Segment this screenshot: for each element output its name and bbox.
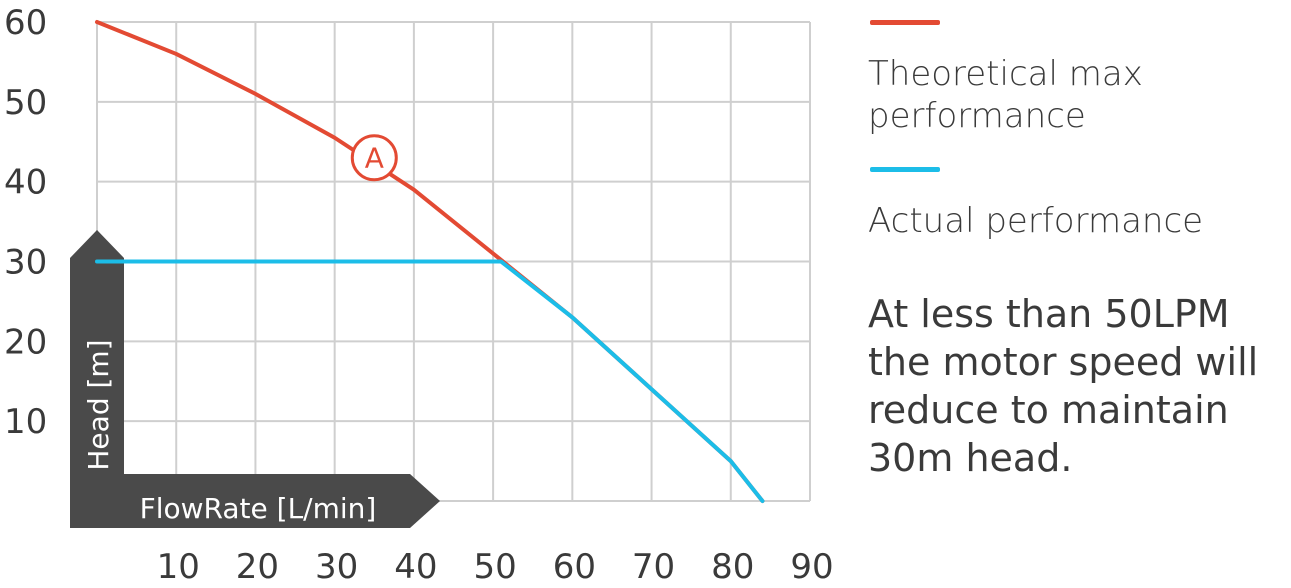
- x-tick-label: 30: [315, 547, 358, 587]
- x-tick-label: 20: [236, 547, 279, 587]
- y-tick-label: 50: [4, 83, 47, 123]
- chart-note: At less than 50LPM the motor speed will …: [868, 292, 1259, 480]
- annotation-label: A: [365, 142, 384, 175]
- chart-annotations: A: [350, 134, 398, 182]
- pump-performance-chart: 10 20 30 40 50 60 10 20 30 40 50 60 70 80 90 Head [m]…: [4, 3, 834, 587]
- y-axis-arrow: [70, 230, 124, 528]
- x-tick-label: 60: [553, 547, 596, 587]
- x-tick-label: 80: [711, 547, 754, 587]
- y-tick-label: 40: [4, 163, 47, 203]
- y-tick-label: 30: [4, 243, 47, 283]
- legend-swatch-theoretical: [870, 20, 940, 25]
- y-tick-label: 10: [4, 402, 47, 442]
- series-lines: [95, 20, 765, 503]
- legend: Theoretical max performance Actual perfo…: [868, 20, 1288, 482]
- x-axis-label: FlowRate [L/min]: [140, 492, 377, 525]
- x-tick-label: 40: [394, 547, 437, 587]
- legend-item-actual: Actual performance: [868, 167, 1288, 242]
- y-tick-label: 20: [4, 322, 47, 362]
- x-axis-arrow: [70, 474, 440, 528]
- x-tick-label: 90: [790, 547, 833, 587]
- legend-label-theoretical: Theoretical max performance: [868, 54, 1143, 136]
- legend-label-actual: Actual performance: [868, 201, 1204, 241]
- x-axis-ticks: 10 20 30 40 50 60 70 80 90: [157, 547, 834, 587]
- legend-item-theoretical: Theoretical max performance: [868, 20, 1288, 137]
- y-axis-label: Head [m]: [82, 339, 115, 470]
- series-line-actual: [95, 259, 765, 503]
- legend-swatch-actual: [870, 167, 940, 172]
- x-tick-label: 50: [473, 547, 516, 587]
- y-tick-label: 60: [4, 3, 47, 43]
- annotation-marker: [350, 134, 398, 182]
- y-axis-ticks: 10 20 30 40 50 60: [4, 3, 47, 442]
- x-tick-label: 10: [157, 547, 200, 587]
- x-tick-label: 70: [632, 547, 675, 587]
